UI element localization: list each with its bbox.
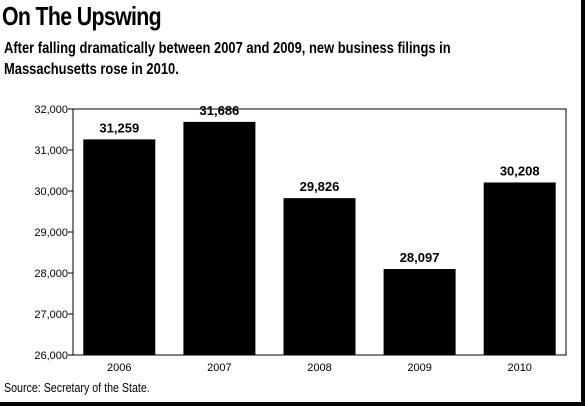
bar-value-label-2009: 28,097 [400,250,440,265]
bar-value-label-2010: 30,208 [500,163,540,178]
x-axis: 2006 2007 2008 2009 2010 [107,362,532,374]
bar-value-labels: 31,259 31,686 29,826 28,097 30,208 [99,103,539,265]
source-note: Source: Secretary of the State. [4,380,150,395]
x-tick-label-2010: 2010 [507,362,531,374]
bar-2007 [183,121,256,356]
bar-2008 [283,198,356,355]
chart-subtitle: After falling dramatically between 2007 … [4,40,451,78]
y-tick-label: 32,000 [34,104,68,116]
x-tick-label-2006: 2006 [107,362,131,374]
bars [83,121,556,356]
y-tick-label: 26,000 [34,350,68,362]
bar-value-label-2007: 31,686 [200,103,240,118]
x-tick-label-2008: 2008 [307,362,331,374]
bar-2010 [483,182,556,355]
y-tick-label: 27,000 [34,309,68,321]
bar-value-label-2008: 29,826 [300,179,340,194]
y-tick-label: 31,000 [34,145,68,157]
x-tick-label-2007: 2007 [207,362,231,374]
bar-2009 [383,269,456,355]
bar-2006 [83,139,156,355]
bar-value-label-2006: 31,259 [99,120,139,135]
y-tick-label: 29,000 [34,227,68,239]
chart-title: On The Upswing [2,1,162,31]
y-tick-label: 30,000 [34,186,68,198]
y-tick-label: 28,000 [34,268,68,280]
x-tick-label-2009: 2009 [407,362,431,374]
y-axis: 26,000 27,000 28,000 29,000 30,000 31,000 32,0… [34,104,73,362]
